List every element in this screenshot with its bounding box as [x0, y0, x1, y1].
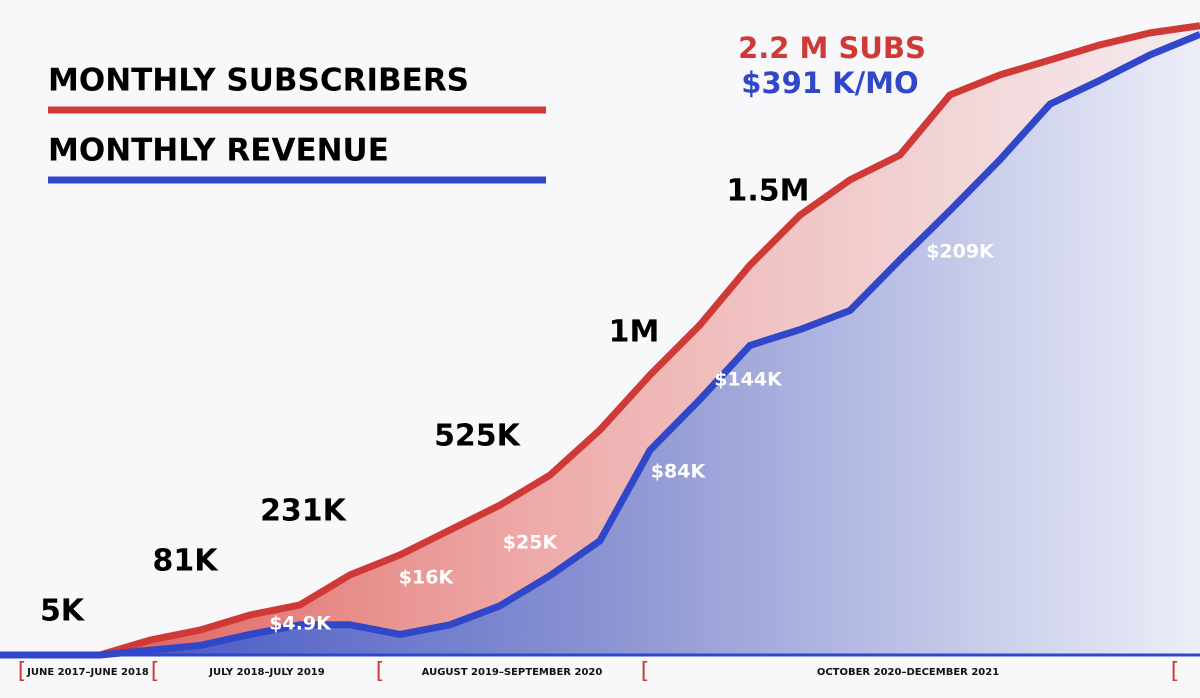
legend-label: MONTHLY SUBSCRIBERS — [48, 63, 469, 99]
period-label: JUNE 2017–JUNE 2018 — [26, 667, 149, 678]
series-line — [0, 22, 1200, 659]
subscriber-label: 5K — [40, 594, 86, 629]
subscriber-label: 81K — [153, 544, 220, 579]
subscriber-label: 231K — [260, 494, 348, 529]
subscriber-label: 525K — [434, 419, 522, 454]
revenue-label: $84K — [651, 461, 707, 483]
series-line — [0, 31, 1200, 659]
period-bracket: [ — [376, 659, 385, 684]
period-label: AUGUST 2019–SEPTEMBER 2020 — [422, 667, 603, 678]
subscriber-label: 1.5M — [727, 174, 810, 209]
final-revenue: $391 K/MO — [741, 66, 918, 100]
final-subscribers: 2.2 M SUBS — [738, 31, 926, 65]
area-fill — [0, 34, 1200, 656]
revenue-label: $209K — [926, 241, 995, 263]
period-bracket: [ — [641, 659, 650, 684]
subscriber-label: 1M — [609, 315, 660, 350]
period-bracket: [ — [1171, 659, 1180, 684]
period-label: OCTOBER 2020–DECEMBER 2021 — [817, 667, 999, 678]
revenue-label: $25K — [503, 532, 559, 554]
revenue-label: $144K — [714, 369, 783, 391]
period-label: JULY 2018–JULY 2019 — [208, 667, 324, 678]
period-bracket: [ — [151, 659, 160, 684]
revenue-label: $4.9K — [269, 613, 332, 635]
legend-label: MONTHLY REVENUE — [48, 133, 389, 169]
revenue-label: $16K — [399, 567, 455, 589]
period-bracket: [ — [18, 659, 27, 684]
